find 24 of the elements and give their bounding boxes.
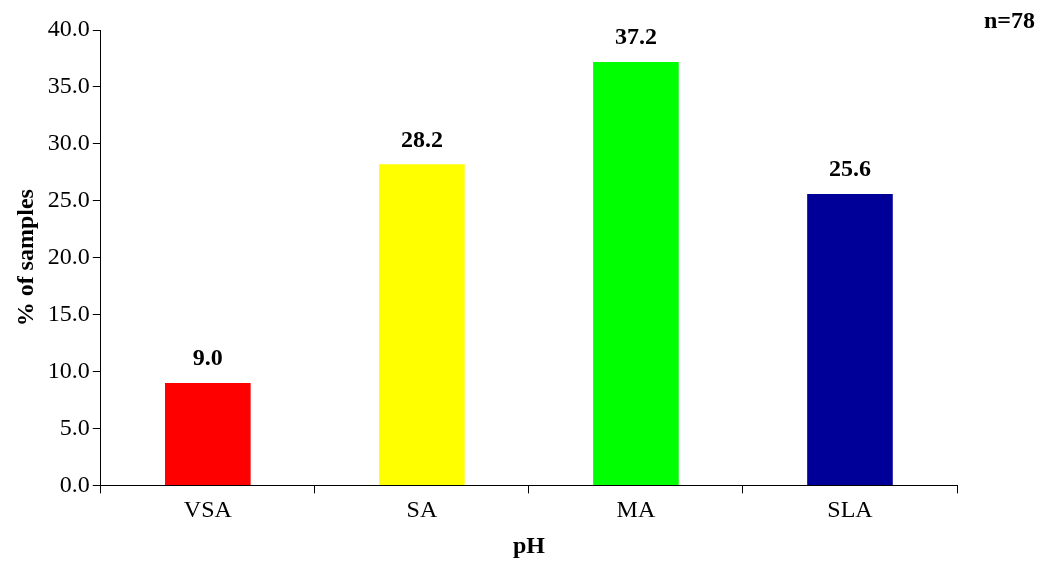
data-label: 37.2: [614, 23, 657, 50]
data-label: 28.2: [400, 125, 443, 152]
y-tick-label: 10.0: [47, 356, 90, 383]
y-tick-label: 30.0: [47, 129, 90, 156]
y-tick-label: 20.0: [47, 243, 90, 269]
y-tick-label: 35.0: [47, 72, 90, 99]
y-tick-label: 5.0: [59, 413, 90, 440]
y-tick-label: 0.0: [59, 470, 90, 497]
text: n=78: [983, 7, 1035, 34]
y-tick-label: 15.0: [47, 299, 90, 326]
x-tick-label: SA: [406, 496, 438, 523]
bar: [807, 193, 893, 485]
x-axis-title: pH: [512, 531, 546, 558]
y-axis-title: % of samples: [11, 189, 38, 327]
x-tick-label: SLA: [827, 496, 874, 523]
bar: [165, 382, 251, 485]
y-tick-label: 25.0: [47, 186, 90, 213]
x-tick-label: MA: [616, 496, 656, 523]
bar: [593, 61, 679, 485]
x-tick-label: VSA: [183, 496, 233, 523]
bar: [379, 164, 465, 485]
y-tick-label: 40.0: [47, 15, 90, 42]
data-label: 25.6: [828, 155, 871, 182]
data-label: 9.0: [192, 344, 223, 371]
